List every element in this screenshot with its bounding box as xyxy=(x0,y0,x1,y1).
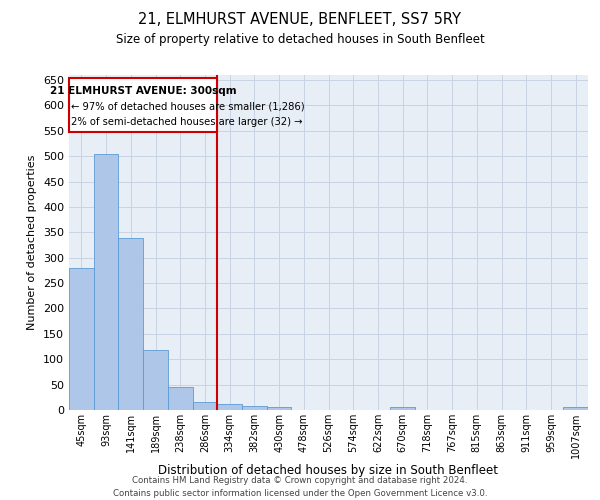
Bar xyxy=(69,268,94,410)
Bar xyxy=(193,402,217,410)
Text: ← 97% of detached houses are smaller (1,286): ← 97% of detached houses are smaller (1,… xyxy=(71,102,305,112)
Bar xyxy=(563,408,588,410)
Bar xyxy=(168,386,193,410)
X-axis label: Distribution of detached houses by size in South Benfleet: Distribution of detached houses by size … xyxy=(158,464,499,476)
Text: Contains HM Land Registry data © Crown copyright and database right 2024.
Contai: Contains HM Land Registry data © Crown c… xyxy=(113,476,487,498)
Text: 21 ELMHURST AVENUE: 300sqm: 21 ELMHURST AVENUE: 300sqm xyxy=(50,86,236,96)
Bar xyxy=(143,350,168,410)
Bar xyxy=(242,406,267,410)
Y-axis label: Number of detached properties: Number of detached properties xyxy=(28,155,37,330)
Bar xyxy=(118,238,143,410)
Bar xyxy=(69,78,217,132)
Bar xyxy=(267,408,292,410)
Text: 21, ELMHURST AVENUE, BENFLEET, SS7 5RY: 21, ELMHURST AVENUE, BENFLEET, SS7 5RY xyxy=(139,12,461,28)
Text: Size of property relative to detached houses in South Benfleet: Size of property relative to detached ho… xyxy=(116,32,484,46)
Bar xyxy=(217,404,242,410)
Text: 2% of semi-detached houses are larger (32) →: 2% of semi-detached houses are larger (3… xyxy=(71,117,303,127)
Bar xyxy=(390,408,415,410)
Bar xyxy=(94,154,118,410)
